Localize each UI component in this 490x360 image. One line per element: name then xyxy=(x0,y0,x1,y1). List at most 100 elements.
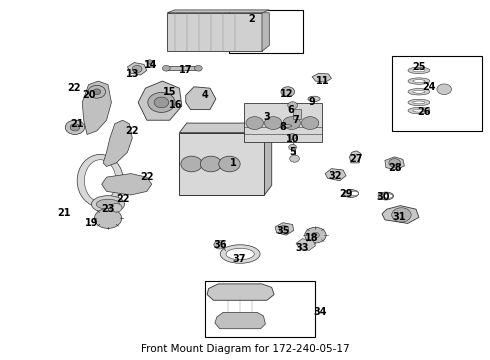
Text: 5: 5 xyxy=(289,147,296,157)
Text: 20: 20 xyxy=(82,90,96,100)
Ellipse shape xyxy=(378,192,393,200)
Text: 16: 16 xyxy=(169,100,183,109)
Ellipse shape xyxy=(350,192,359,195)
Circle shape xyxy=(283,117,300,130)
Ellipse shape xyxy=(413,101,425,104)
Text: 32: 32 xyxy=(328,171,342,181)
Text: 2: 2 xyxy=(248,14,255,24)
Text: 22: 22 xyxy=(116,194,129,203)
Polygon shape xyxy=(179,123,272,133)
Text: 35: 35 xyxy=(276,225,290,235)
Polygon shape xyxy=(103,120,132,166)
Text: 21: 21 xyxy=(71,119,84,129)
Circle shape xyxy=(265,117,282,130)
Polygon shape xyxy=(296,239,316,251)
Circle shape xyxy=(195,66,202,71)
Text: 27: 27 xyxy=(349,154,363,165)
Circle shape xyxy=(389,159,400,167)
Ellipse shape xyxy=(226,248,254,260)
Circle shape xyxy=(312,232,319,238)
Polygon shape xyxy=(265,123,272,195)
Text: 23: 23 xyxy=(101,204,115,214)
Bar xyxy=(179,133,265,195)
Text: 17: 17 xyxy=(179,66,193,75)
Text: 14: 14 xyxy=(144,60,157,71)
Text: 26: 26 xyxy=(417,107,431,117)
Text: 15: 15 xyxy=(163,87,176,97)
Circle shape xyxy=(132,66,142,72)
Bar xyxy=(293,109,301,119)
Ellipse shape xyxy=(77,154,123,207)
Text: 22: 22 xyxy=(125,126,139,136)
Circle shape xyxy=(200,156,221,172)
Bar xyxy=(229,10,303,53)
Ellipse shape xyxy=(281,125,292,127)
Bar xyxy=(165,66,200,71)
Circle shape xyxy=(162,66,170,71)
Polygon shape xyxy=(186,87,216,109)
Bar xyxy=(167,13,262,51)
Text: 21: 21 xyxy=(57,208,71,218)
Polygon shape xyxy=(325,168,346,181)
Circle shape xyxy=(301,117,319,130)
Circle shape xyxy=(246,117,264,130)
Ellipse shape xyxy=(408,107,430,114)
Polygon shape xyxy=(127,63,147,75)
Polygon shape xyxy=(385,157,404,170)
Circle shape xyxy=(289,134,296,139)
Text: 3: 3 xyxy=(264,112,270,122)
Ellipse shape xyxy=(97,199,120,209)
Bar xyxy=(205,282,316,337)
Ellipse shape xyxy=(408,99,430,105)
Circle shape xyxy=(437,84,451,95)
Circle shape xyxy=(305,227,326,243)
Circle shape xyxy=(279,226,289,233)
Text: 19: 19 xyxy=(85,219,98,228)
Circle shape xyxy=(290,155,299,162)
Text: 31: 31 xyxy=(393,212,406,222)
Circle shape xyxy=(70,124,80,131)
Ellipse shape xyxy=(384,194,392,198)
Circle shape xyxy=(88,85,105,98)
Text: 33: 33 xyxy=(295,243,309,253)
Text: 13: 13 xyxy=(125,69,139,79)
Text: 36: 36 xyxy=(213,240,226,250)
Text: 1: 1 xyxy=(229,158,236,168)
Text: 25: 25 xyxy=(412,62,426,72)
Polygon shape xyxy=(382,206,419,224)
Circle shape xyxy=(288,102,297,109)
Circle shape xyxy=(148,93,175,112)
Polygon shape xyxy=(167,10,270,13)
Circle shape xyxy=(181,156,202,172)
Ellipse shape xyxy=(84,160,116,202)
Polygon shape xyxy=(312,73,331,82)
Ellipse shape xyxy=(408,89,430,95)
Text: 8: 8 xyxy=(279,122,286,132)
Circle shape xyxy=(95,208,122,228)
Ellipse shape xyxy=(308,96,320,102)
Bar xyxy=(147,60,153,67)
Polygon shape xyxy=(275,223,294,235)
Text: 37: 37 xyxy=(232,254,246,264)
Circle shape xyxy=(110,203,122,212)
Ellipse shape xyxy=(413,80,425,82)
Polygon shape xyxy=(102,174,152,195)
Circle shape xyxy=(93,89,101,95)
Text: 11: 11 xyxy=(316,76,329,86)
Polygon shape xyxy=(215,312,266,329)
Text: 4: 4 xyxy=(202,90,209,100)
Text: 6: 6 xyxy=(288,104,294,114)
Ellipse shape xyxy=(408,78,430,84)
Text: 18: 18 xyxy=(305,233,319,243)
Circle shape xyxy=(289,144,296,150)
Ellipse shape xyxy=(220,245,260,263)
Polygon shape xyxy=(349,151,361,163)
Ellipse shape xyxy=(413,109,425,112)
Bar xyxy=(392,56,482,131)
Text: 7: 7 xyxy=(293,115,299,125)
Text: 10: 10 xyxy=(286,134,299,144)
Polygon shape xyxy=(207,284,274,300)
Text: Front Mount Diagram for 172-240-05-17: Front Mount Diagram for 172-240-05-17 xyxy=(141,344,349,354)
Text: 12: 12 xyxy=(280,89,293,99)
Ellipse shape xyxy=(343,190,359,197)
